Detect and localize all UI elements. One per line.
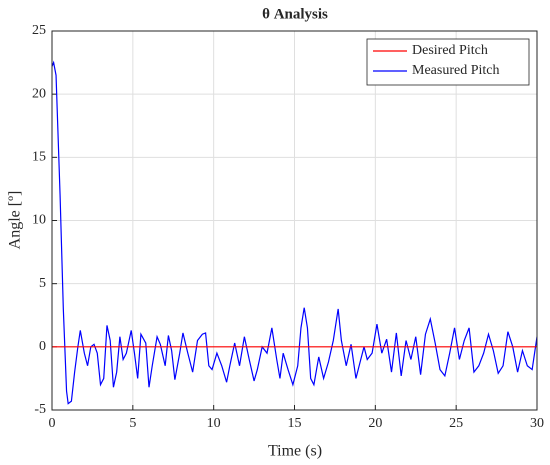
x-tick-label: 10 <box>207 416 221 431</box>
y-tick-label: 0 <box>39 339 46 354</box>
legend-box <box>366 38 530 86</box>
y-tick-label: 10 <box>32 213 46 228</box>
axes-box <box>51 30 538 411</box>
x-tick-label: 5 <box>129 416 136 431</box>
y-tick-label: 25 <box>32 23 46 38</box>
y-tick-label: -5 <box>34 402 46 417</box>
x-tick-label: 0 <box>49 416 56 431</box>
y-tick-label: 20 <box>32 86 46 101</box>
legend-label: Desired Pitch <box>412 43 488 58</box>
y-tick-label: 5 <box>39 276 46 291</box>
chart-title: θ Analysis <box>262 6 328 22</box>
x-axis-label: Time (s) <box>268 443 322 460</box>
x-tick-label: 20 <box>368 416 382 431</box>
line-series <box>51 60 538 405</box>
legend-label: Measured Pitch <box>412 63 499 78</box>
y-axis-label: Angle [º] <box>7 191 24 250</box>
x-tick-label: 25 <box>449 416 463 431</box>
x-tick-label: 30 <box>530 416 544 431</box>
x-tick-label: 15 <box>288 416 302 431</box>
y-tick-label: 15 <box>32 150 46 165</box>
